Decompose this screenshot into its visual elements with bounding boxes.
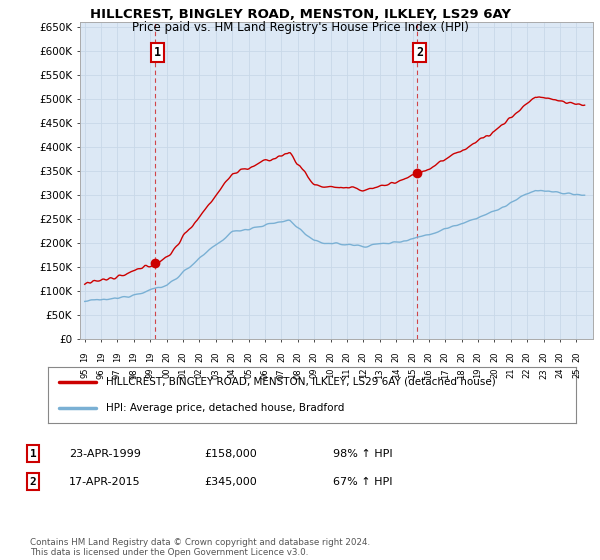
Text: 07: 07 (277, 368, 286, 379)
Text: 21: 21 (506, 368, 515, 379)
Text: 19: 19 (473, 368, 482, 379)
Text: 05: 05 (244, 368, 253, 379)
Text: HPI: Average price, detached house, Bradford: HPI: Average price, detached house, Brad… (106, 403, 344, 413)
Text: 20: 20 (441, 351, 450, 362)
Text: 20: 20 (523, 351, 532, 362)
Text: 20: 20 (260, 351, 269, 362)
Text: 20: 20 (457, 351, 466, 362)
Text: 19: 19 (80, 351, 89, 362)
Text: 20: 20 (179, 351, 188, 362)
Text: 20: 20 (244, 351, 253, 362)
Text: 11: 11 (343, 368, 352, 379)
Text: 20: 20 (424, 351, 433, 362)
Text: 20: 20 (326, 351, 335, 362)
Text: 20: 20 (228, 351, 237, 362)
Text: 20: 20 (293, 351, 302, 362)
Text: 20: 20 (211, 351, 220, 362)
Text: 08: 08 (293, 368, 302, 379)
Text: 98: 98 (130, 368, 139, 379)
Text: 19: 19 (97, 351, 106, 362)
Text: 20: 20 (162, 351, 171, 362)
Text: 20: 20 (556, 351, 565, 362)
Text: 20: 20 (359, 351, 368, 362)
Text: 10: 10 (326, 368, 335, 379)
Text: 96: 96 (97, 368, 106, 379)
Text: 20: 20 (375, 351, 384, 362)
Text: 03: 03 (211, 368, 220, 379)
Text: 25: 25 (572, 368, 581, 379)
Text: 09: 09 (310, 368, 319, 379)
Text: 22: 22 (523, 368, 532, 379)
Text: 13: 13 (375, 368, 384, 379)
Text: Contains HM Land Registry data © Crown copyright and database right 2024.
This d: Contains HM Land Registry data © Crown c… (30, 538, 370, 557)
Text: 97: 97 (113, 368, 122, 379)
Text: 18: 18 (457, 368, 466, 379)
Text: £158,000: £158,000 (204, 449, 257, 459)
Text: 14: 14 (392, 368, 401, 379)
Text: £345,000: £345,000 (204, 477, 257, 487)
Text: HILLCREST, BINGLEY ROAD, MENSTON, ILKLEY, LS29 6AY (detached house): HILLCREST, BINGLEY ROAD, MENSTON, ILKLEY… (106, 377, 496, 387)
Text: 00: 00 (162, 368, 171, 379)
Text: 24: 24 (556, 368, 565, 379)
Text: 01: 01 (179, 368, 188, 379)
Text: 23: 23 (539, 368, 548, 379)
Text: 2: 2 (29, 477, 37, 487)
Text: 17-APR-2015: 17-APR-2015 (69, 477, 140, 487)
Text: 20: 20 (392, 351, 401, 362)
Text: 17: 17 (441, 368, 450, 379)
Text: 20: 20 (343, 351, 352, 362)
Text: 1: 1 (154, 45, 161, 59)
Text: 20: 20 (195, 351, 204, 362)
Text: 04: 04 (228, 368, 237, 379)
Text: 02: 02 (195, 368, 204, 379)
Text: 20: 20 (408, 351, 417, 362)
Text: 15: 15 (408, 368, 417, 379)
Text: 20: 20 (490, 368, 499, 379)
Text: 06: 06 (260, 368, 269, 379)
Text: 20: 20 (539, 351, 548, 362)
Text: Price paid vs. HM Land Registry's House Price Index (HPI): Price paid vs. HM Land Registry's House … (131, 21, 469, 34)
Text: 23-APR-1999: 23-APR-1999 (69, 449, 141, 459)
Text: 19: 19 (146, 351, 155, 362)
Text: 12: 12 (359, 368, 368, 379)
Text: 2: 2 (416, 45, 423, 59)
Text: 20: 20 (277, 351, 286, 362)
Text: 19: 19 (113, 351, 122, 362)
Text: 20: 20 (310, 351, 319, 362)
Text: 95: 95 (80, 368, 89, 379)
Text: 99: 99 (146, 368, 155, 379)
Text: 20: 20 (490, 351, 499, 362)
Text: 20: 20 (506, 351, 515, 362)
Text: 98% ↑ HPI: 98% ↑ HPI (333, 449, 392, 459)
Text: 20: 20 (572, 351, 581, 362)
Text: 67% ↑ HPI: 67% ↑ HPI (333, 477, 392, 487)
Text: 19: 19 (130, 351, 139, 362)
Text: 20: 20 (473, 351, 482, 362)
Text: HILLCREST, BINGLEY ROAD, MENSTON, ILKLEY, LS29 6AY: HILLCREST, BINGLEY ROAD, MENSTON, ILKLEY… (89, 8, 511, 21)
Text: 1: 1 (29, 449, 37, 459)
Text: 16: 16 (424, 368, 433, 379)
